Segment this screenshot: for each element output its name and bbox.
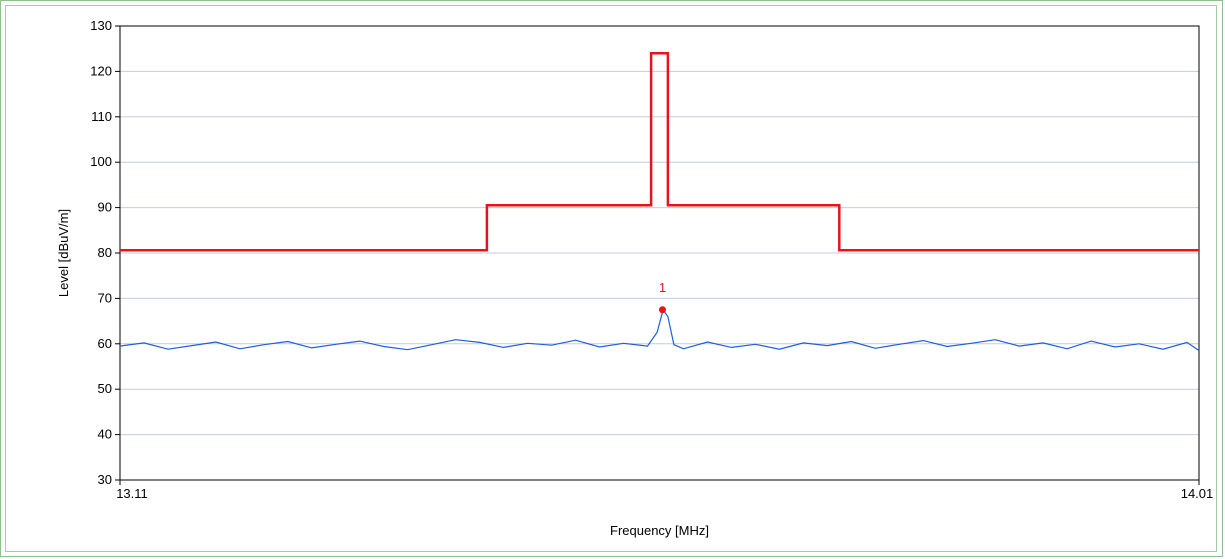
y-tick-label: 110 <box>91 109 112 124</box>
measurement-trace <box>119 308 1200 352</box>
marker-label: 1 <box>659 280 666 295</box>
x-tick-label: 14.01 <box>1181 486 1214 501</box>
markers-layer: 1 <box>659 280 666 314</box>
y-axis-title: Level [dBuV/m] <box>56 209 71 297</box>
series-layer <box>119 51 1200 352</box>
limit-line <box>120 51 1199 252</box>
x-axis-ticks: 13.11 14.01 <box>116 480 1213 501</box>
y-tick-label: 50 <box>98 381 112 396</box>
y-tick-label: 130 <box>90 18 112 33</box>
y-tick-label: 120 <box>90 63 112 78</box>
y-tick-label: 60 <box>98 336 112 351</box>
y-tick-label: 100 <box>90 154 112 169</box>
chart-panel <box>5 5 1217 552</box>
x-axis-title: Frequency [MHz] <box>610 523 709 538</box>
y-tick-label: 30 <box>98 472 112 487</box>
y-axis-ticks: 30 40 50 60 70 80 90 100 110 120 130 <box>90 18 120 487</box>
x-tick-label: 13.11 <box>116 486 148 501</box>
y-tick-label: 40 <box>98 427 112 442</box>
gridlines <box>119 25 1200 481</box>
y-tick-label: 80 <box>98 245 112 260</box>
y-tick-label: 90 <box>98 200 112 215</box>
marker-dot <box>658 306 666 314</box>
y-tick-label: 70 <box>98 290 112 305</box>
